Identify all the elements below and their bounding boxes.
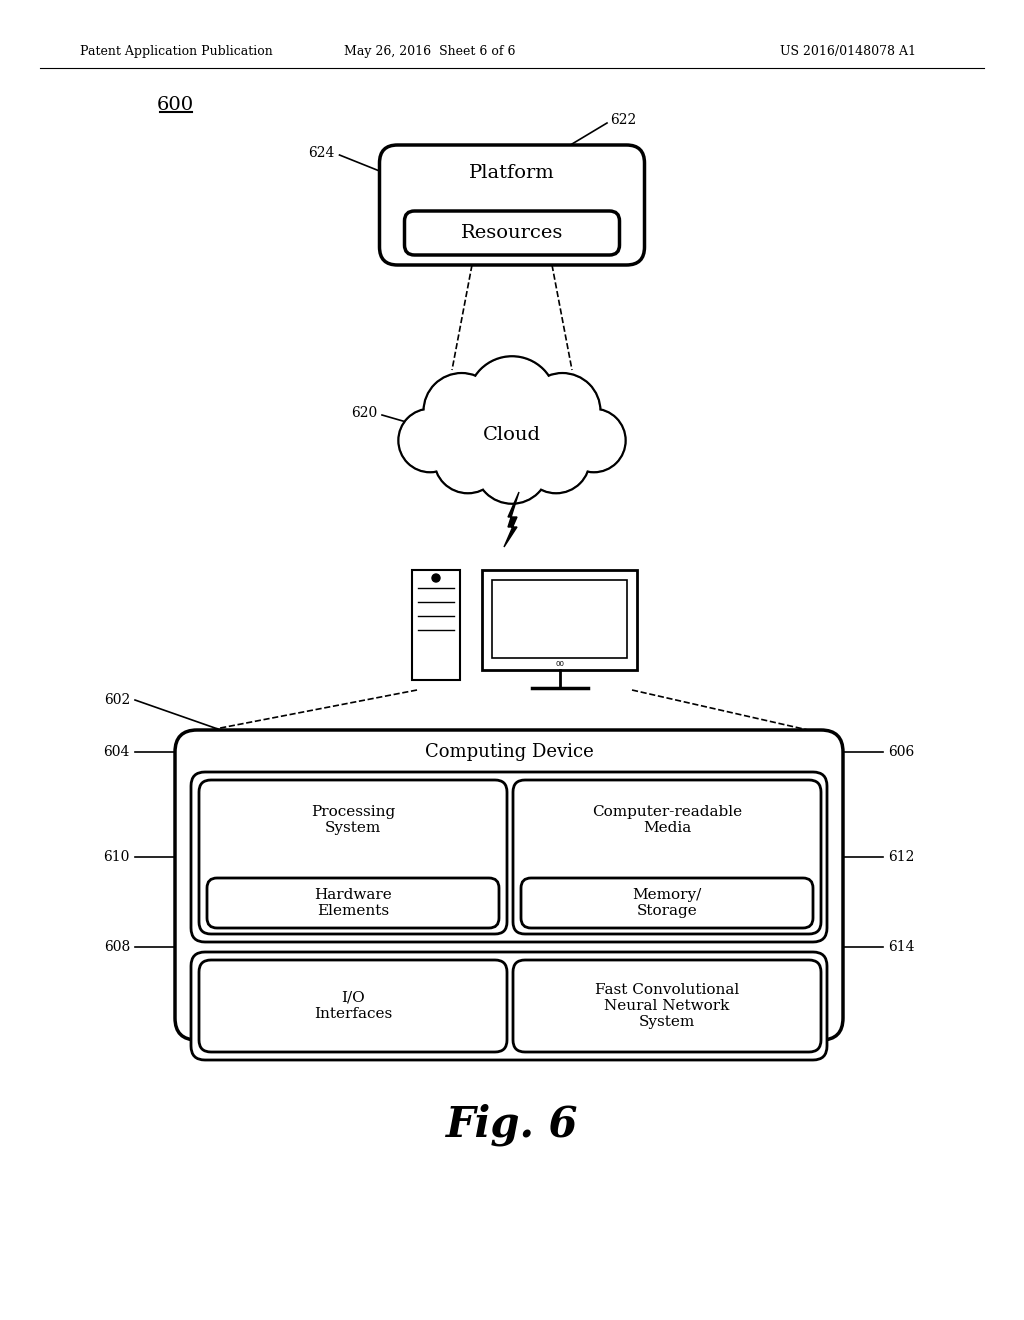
Text: US 2016/0148078 A1: US 2016/0148078 A1 [780, 45, 916, 58]
Text: 608: 608 [103, 940, 130, 954]
Text: Computer-readable
Media: Computer-readable Media [592, 805, 742, 836]
Text: I/O
Interfaces: I/O Interfaces [314, 991, 392, 1022]
FancyBboxPatch shape [380, 145, 644, 265]
Text: Computing Device: Computing Device [425, 743, 593, 762]
FancyBboxPatch shape [199, 780, 507, 935]
Bar [482, 570, 637, 671]
FancyBboxPatch shape [199, 960, 507, 1052]
Text: 600: 600 [157, 96, 194, 114]
Circle shape [475, 430, 549, 503]
Text: Platform: Platform [469, 164, 555, 182]
Text: 610: 610 [103, 850, 130, 865]
FancyBboxPatch shape [191, 772, 827, 942]
Circle shape [436, 428, 500, 491]
Text: 602: 602 [103, 693, 130, 708]
Circle shape [424, 374, 500, 449]
FancyBboxPatch shape [521, 878, 813, 928]
Text: Cloud: Cloud [483, 426, 541, 444]
Text: Fast Convolutional
Neural Network
System: Fast Convolutional Neural Network System [595, 983, 739, 1030]
Text: 606: 606 [888, 744, 914, 759]
FancyBboxPatch shape [207, 878, 499, 928]
Text: Patent Application Publication: Patent Application Publication [80, 45, 272, 58]
Text: Memory/
Storage: Memory/ Storage [633, 888, 701, 919]
Circle shape [524, 428, 588, 491]
Text: Fig. 6: Fig. 6 [445, 1104, 579, 1146]
Bar [412, 570, 460, 680]
Text: Resources: Resources [461, 224, 563, 242]
FancyBboxPatch shape [191, 952, 827, 1060]
Circle shape [477, 432, 547, 502]
Circle shape [425, 375, 498, 447]
Text: 00: 00 [555, 661, 564, 667]
Text: 622: 622 [610, 114, 636, 127]
Circle shape [562, 409, 626, 473]
Circle shape [469, 358, 555, 444]
Text: 620: 620 [351, 407, 377, 420]
Circle shape [524, 374, 600, 449]
Bar [492, 579, 627, 657]
Circle shape [434, 426, 502, 492]
Circle shape [398, 409, 462, 473]
Circle shape [564, 411, 624, 470]
FancyBboxPatch shape [175, 730, 843, 1040]
Circle shape [432, 574, 440, 582]
Circle shape [468, 356, 556, 445]
Text: 604: 604 [103, 744, 130, 759]
Text: Processing
System: Processing System [311, 805, 395, 836]
FancyBboxPatch shape [513, 960, 821, 1052]
Text: 612: 612 [888, 850, 914, 865]
Text: 614: 614 [888, 940, 914, 954]
Circle shape [400, 411, 460, 470]
Circle shape [526, 375, 599, 447]
Text: Hardware
Elements: Hardware Elements [314, 888, 392, 919]
Polygon shape [504, 492, 519, 546]
FancyBboxPatch shape [404, 211, 620, 255]
Text: May 26, 2016  Sheet 6 of 6: May 26, 2016 Sheet 6 of 6 [344, 45, 516, 58]
Circle shape [522, 426, 590, 492]
Text: 624: 624 [308, 147, 335, 160]
FancyBboxPatch shape [513, 780, 821, 935]
